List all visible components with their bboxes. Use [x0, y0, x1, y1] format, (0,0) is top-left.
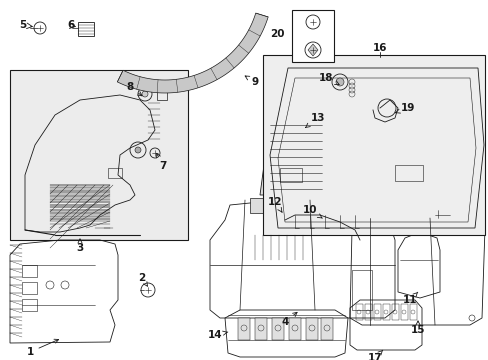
Text: 8: 8 [126, 82, 142, 96]
Bar [400, 304, 407, 320]
Bar [282, 204, 285, 210]
Bar [394, 165, 422, 181]
Text: 10: 10 [302, 205, 322, 218]
Bar [78, 22, 94, 36]
Polygon shape [307, 44, 317, 56]
Polygon shape [260, 120, 325, 195]
Bar [288, 318, 301, 340]
Bar [286, 204, 290, 210]
Text: 7: 7 [156, 153, 166, 171]
Circle shape [335, 78, 343, 86]
Bar [351, 270, 371, 310]
Bar [108, 168, 122, 178]
Bar [157, 90, 167, 100]
Text: 4: 4 [281, 312, 297, 327]
Bar [22, 282, 37, 294]
Text: 12: 12 [267, 197, 282, 212]
Bar [271, 318, 284, 340]
Polygon shape [117, 13, 267, 93]
Text: 13: 13 [305, 113, 325, 127]
Text: 15: 15 [410, 321, 425, 335]
Bar [320, 318, 332, 340]
Bar [382, 304, 389, 320]
Text: 17: 17 [367, 350, 382, 360]
Bar [291, 204, 295, 210]
Text: 6: 6 [67, 20, 74, 30]
Text: 11: 11 [402, 292, 417, 305]
Text: 18: 18 [318, 73, 339, 85]
Text: 19: 19 [395, 103, 414, 113]
Bar [291, 10, 333, 62]
Bar [305, 318, 317, 340]
Bar [22, 265, 37, 277]
Text: 16: 16 [372, 43, 386, 53]
Bar [238, 318, 249, 340]
Bar [276, 204, 281, 210]
Bar [409, 304, 416, 320]
Text: 20: 20 [270, 29, 285, 39]
Bar [364, 304, 371, 320]
Text: 14: 14 [207, 330, 227, 340]
Bar [22, 299, 37, 311]
Bar [263, 55, 484, 235]
Text: 5: 5 [19, 20, 26, 30]
Bar [355, 304, 362, 320]
Bar [254, 318, 266, 340]
Bar [280, 168, 302, 182]
Bar [373, 304, 380, 320]
Bar [249, 198, 280, 213]
Bar [272, 202, 294, 220]
Text: 3: 3 [76, 239, 83, 253]
Text: 2: 2 [138, 273, 147, 286]
Circle shape [135, 147, 141, 153]
Text: 1: 1 [26, 339, 59, 357]
Bar [10, 70, 187, 240]
Text: 9: 9 [244, 76, 258, 87]
Circle shape [142, 91, 148, 97]
Bar [391, 304, 398, 320]
